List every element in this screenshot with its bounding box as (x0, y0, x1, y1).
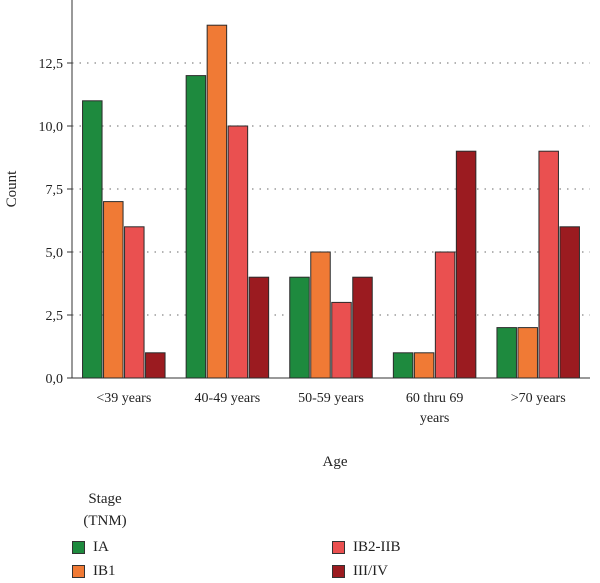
bar (413, 352, 435, 379)
bar (82, 100, 103, 379)
legend-title: Stage (TNM) (70, 488, 140, 532)
x-tick-label: 50-59 years (298, 391, 364, 406)
bar (227, 125, 249, 379)
y-tick-label: 12,5 (39, 57, 64, 72)
y-tick-label: 5,0 (46, 246, 64, 261)
x-tick-label-line: years (420, 411, 450, 426)
bar (517, 327, 538, 379)
x-tick-label-line: 40-49 years (195, 391, 261, 406)
x-tick-label: <39 years (96, 391, 151, 406)
bar (455, 150, 477, 379)
bar (392, 352, 414, 379)
bar (310, 251, 331, 379)
legend-swatch-ib2-iib (332, 540, 345, 554)
legend-title-line-2: (TNM) (83, 513, 127, 529)
legend-item-ib2-iib: IB2-IIB (332, 538, 401, 556)
bar (434, 251, 456, 379)
x-tick-label: >70 years (511, 391, 566, 406)
y-tick-label: 7,5 (46, 183, 64, 198)
bar (496, 327, 517, 379)
bar (289, 276, 310, 379)
legend-label-iii-iv: III/IV (353, 562, 388, 579)
legend-swatch-ib1 (72, 564, 85, 578)
bar (206, 24, 228, 379)
bar (559, 226, 580, 379)
x-tick-label-line: >70 years (511, 391, 566, 406)
legend-item-ia: IA (72, 538, 109, 556)
bar-chart: 0,0 2,5 5,0 7,5 10,0 12,5 <39 years 40-49 year… (4, 0, 590, 470)
x-tick-label-line: 50-59 years (298, 391, 364, 406)
legend-label-ia: IA (93, 538, 109, 555)
x-axis-title: Age (323, 454, 348, 470)
legend-item-iii-iv: III/IV (332, 562, 388, 580)
y-tick-label: 0,0 (46, 372, 64, 387)
x-tick-label: 40-49 years (195, 391, 261, 406)
gridlines (72, 62, 590, 316)
bar (145, 352, 166, 379)
legend: Stage (TNM) IA IB1 IB2-IIB III/IV (70, 488, 590, 580)
x-tick-label-line: <39 years (96, 391, 151, 406)
y-axis: 0,0 2,5 5,0 7,5 10,0 12,5 (39, 0, 73, 387)
legend-label-ib1: IB1 (93, 562, 116, 579)
bar (352, 276, 373, 379)
bars (82, 24, 580, 379)
legend-title-line-1: Stage (88, 491, 122, 507)
x-tick-label-line: 60 thru 69 (406, 391, 464, 406)
bar (248, 276, 270, 379)
bar (331, 301, 352, 379)
bar (103, 201, 124, 379)
bar (124, 226, 145, 379)
y-axis-title: Count (4, 170, 20, 208)
legend-swatch-iii-iv (332, 564, 345, 578)
legend-item-ib1: IB1 (72, 562, 116, 580)
legend-swatch-ia (72, 540, 85, 554)
x-tick-label: 60 thru 69 years (406, 391, 464, 426)
bar (185, 75, 207, 379)
y-tick-label: 10,0 (39, 120, 64, 135)
bar (538, 150, 559, 379)
x-axis: <39 years 40-49 years 50-59 years 60 thru 6… (72, 377, 590, 426)
y-tick-label: 2,5 (46, 309, 64, 324)
legend-label-ib2-iib: IB2-IIB (353, 538, 401, 555)
